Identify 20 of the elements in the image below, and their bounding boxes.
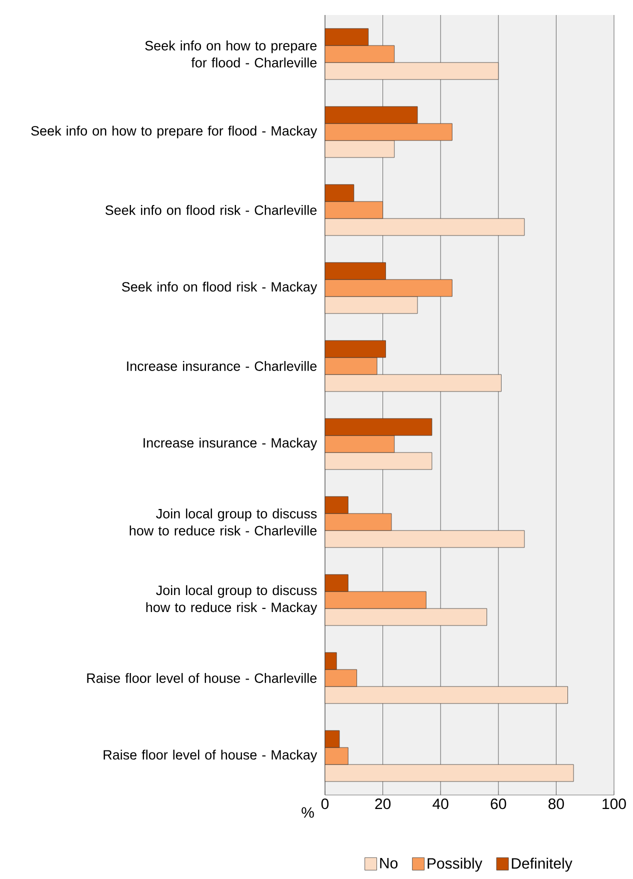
x-tick-label: 80 — [548, 798, 564, 810]
y-tick-label: Increase insurance - Charleville — [127, 361, 317, 371]
legend-label: Definitely — [512, 858, 572, 872]
legend-label: Possibly — [428, 858, 482, 872]
y-tick-label: Increase insurance - Mackay — [144, 438, 318, 450]
y-tick-label: Raise floor level of house - Mackay — [104, 750, 318, 762]
x-axis-title: % — [302, 807, 314, 818]
x-tick-label: 60 — [490, 798, 506, 810]
y-tick-label: Raise floor level of house - Charleville — [87, 673, 317, 683]
y-tick-label: Seek info on flood risk - Mackay — [122, 282, 318, 294]
legend-label: No — [380, 858, 398, 868]
y-tick-label: Join local group to discuss how to reduce risk - Mackay — [146, 585, 318, 615]
y-tick-label: Seek info on how to prepare for flood - Mackay — [31, 126, 318, 138]
x-tick-label: 100 — [602, 798, 626, 810]
x-tick-label: 40 — [432, 798, 448, 810]
x-tick-label: 0 — [321, 798, 329, 810]
y-tick-label: Seek info on how to prepare for flood - Charleville — [145, 40, 317, 68]
x-tick-label: 20 — [375, 798, 391, 810]
y-tick-label: Seek info on flood risk - Charleville — [105, 205, 317, 215]
y-tick-label: Join local group to discuss how to reduce risk - Charleville — [130, 508, 317, 536]
